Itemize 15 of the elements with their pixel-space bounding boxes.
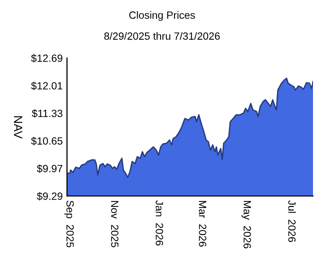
chart-subtitle: 8/29/2025 thru 7/31/2026: [104, 32, 220, 40]
y-tick-label: $9.97: [36, 164, 62, 173]
x-tick-label: Sep 2025: [64, 200, 74, 248]
x-tick-label: Mar 2026: [198, 201, 206, 247]
y-tick-label: $12.69: [31, 54, 62, 62]
y-tick-label: $11.33: [32, 109, 62, 118]
y-tick-label: $12.01: [31, 82, 62, 90]
y-tick-label: $10.65: [31, 136, 62, 146]
x-tick-label: Jan 2026: [156, 200, 164, 246]
chart-title: Closing Prices: [129, 11, 195, 21]
y-tick-label: $9.29: [36, 192, 62, 200]
x-tick-label: May 2026: [242, 201, 251, 248]
x-tick-label: Nov 2025: [111, 201, 118, 248]
x-tick-label: Jul 2026: [288, 200, 296, 242]
y-axis-title: NAV: [14, 116, 22, 139]
